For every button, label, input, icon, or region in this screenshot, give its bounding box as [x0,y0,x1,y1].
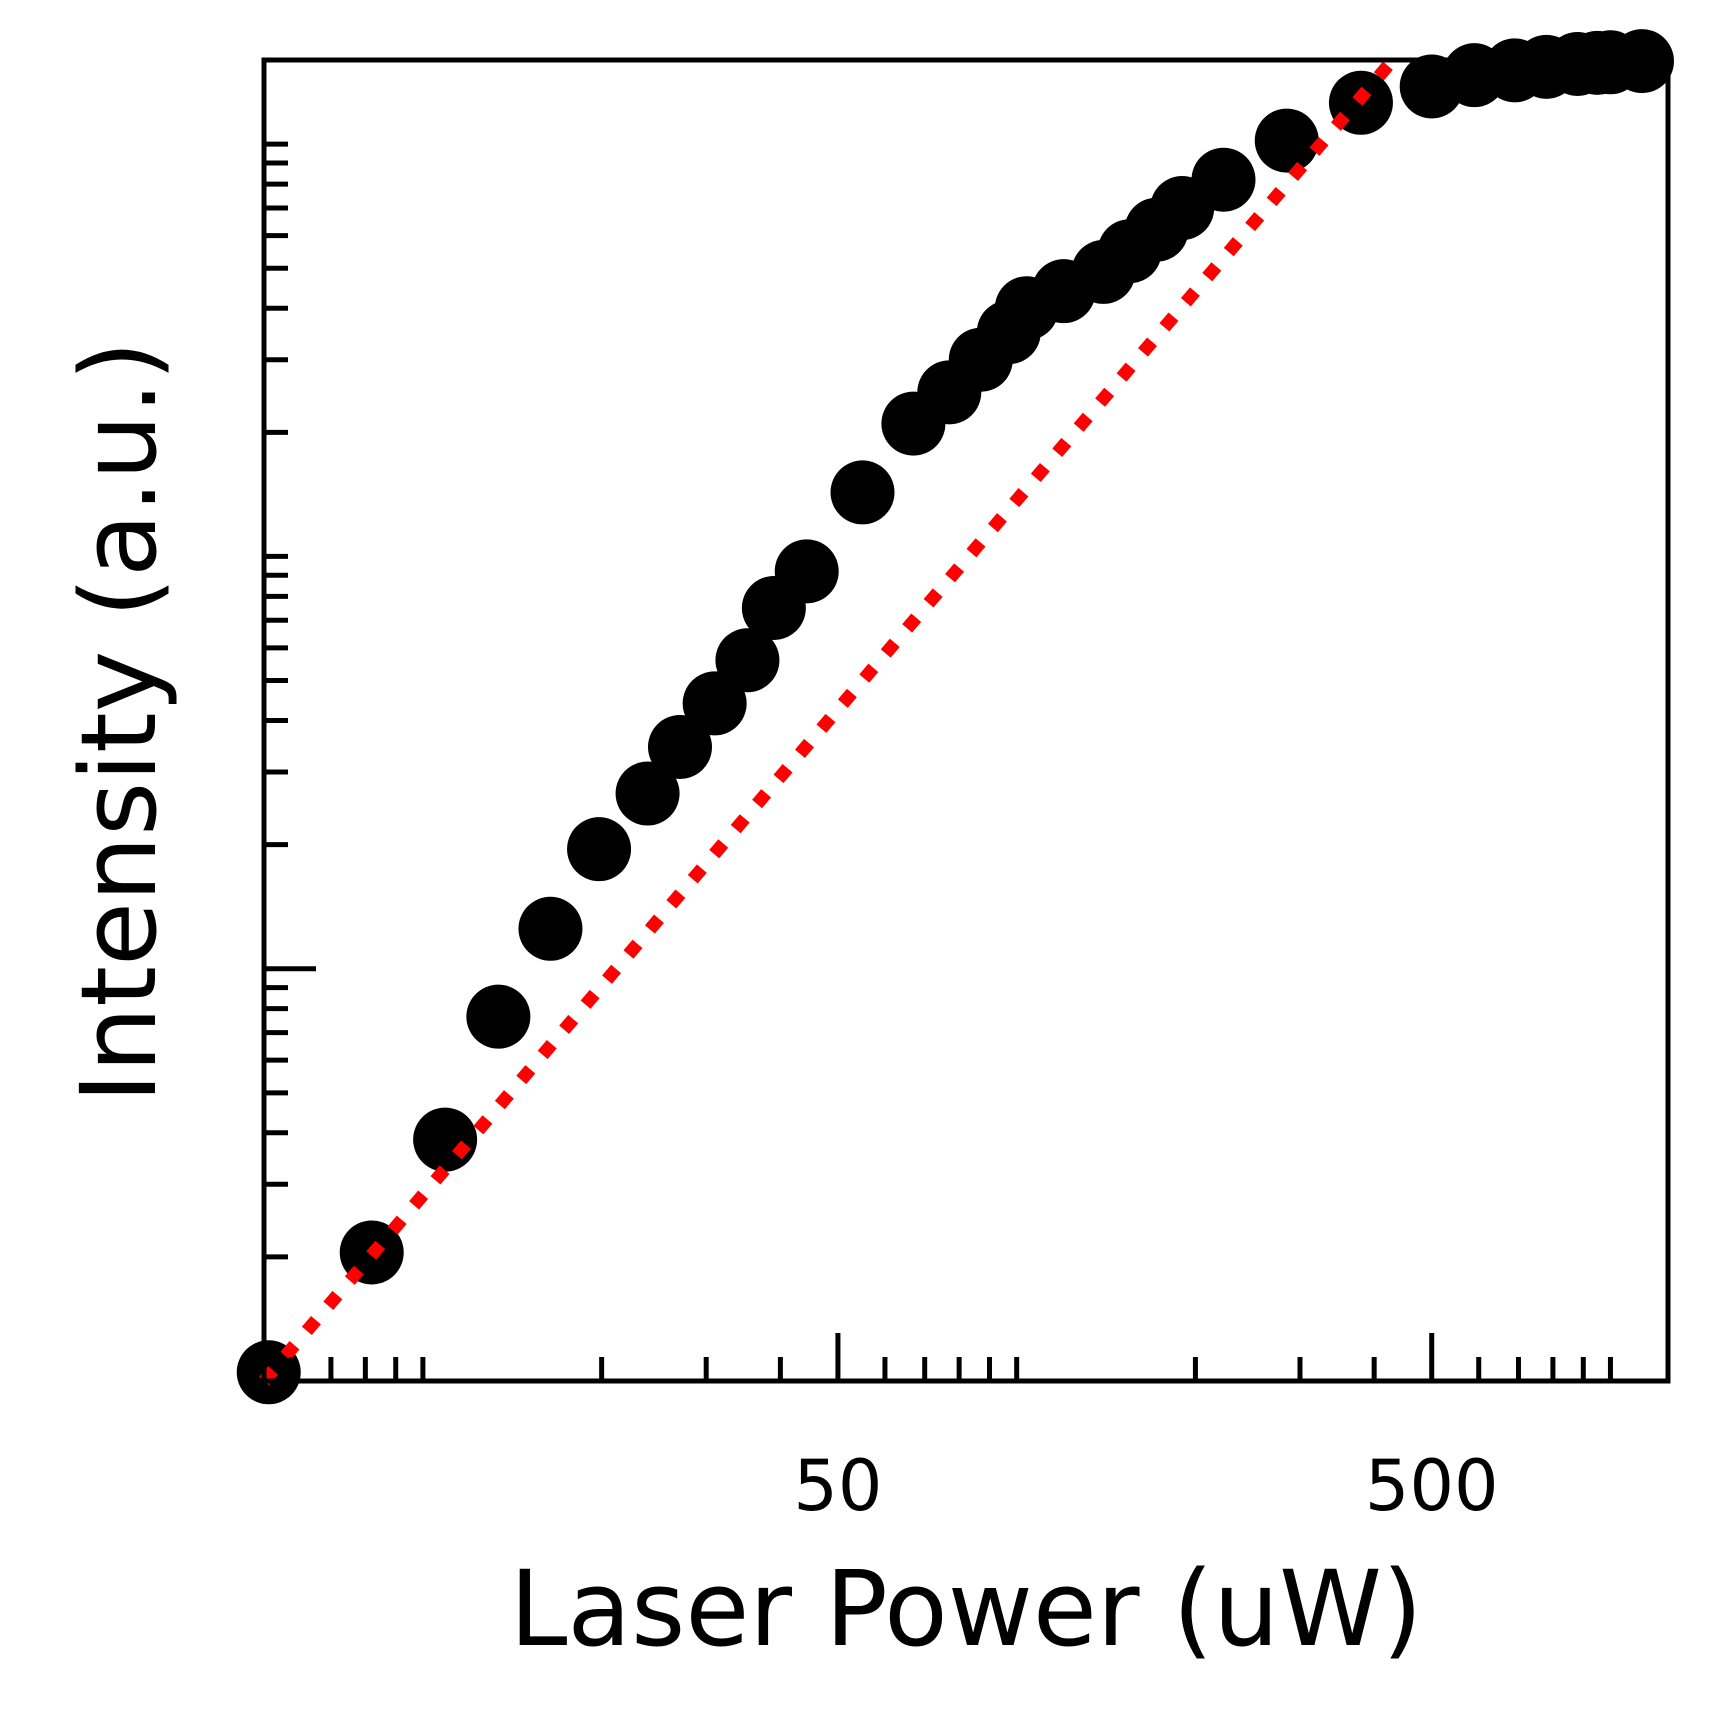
x-tick-label: 500 [1365,1445,1499,1527]
data-point [715,628,780,693]
y-axis-label: Intensity (a.u.) [58,341,180,1104]
x-ticks [288,1333,1613,1381]
data-point [413,1107,478,1172]
y-ticks [264,141,316,1384]
x-tick-labels: 50 500 [793,1445,1498,1527]
data-point [567,817,632,882]
data-point [774,539,839,604]
fit-line [259,55,1398,1386]
data-point [830,460,895,525]
chart-marks [236,29,1674,1405]
data-point [518,896,583,961]
data-point [1191,147,1256,212]
x-axis-label: Laser Power (uW) [509,1548,1422,1670]
x-tick-label: 50 [793,1445,882,1527]
plot-frame [261,57,1671,1384]
data-point [1254,108,1319,173]
data-point [466,984,531,1049]
data-point [615,761,680,826]
data-point [647,714,712,779]
